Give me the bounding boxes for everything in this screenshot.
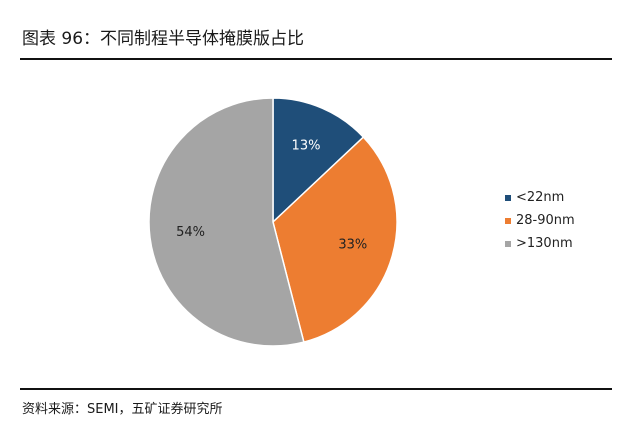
legend-item-2: >130nm (505, 232, 575, 255)
legend-label-1: 28-90nm (516, 213, 575, 228)
source-divider (20, 388, 612, 390)
legend-swatch-0 (505, 194, 511, 201)
legend-label-0: <22nm (516, 190, 565, 205)
chart-legend: <22nm 28-90nm >130nm (505, 186, 575, 255)
pie-slice-0 (272, 97, 365, 224)
pie-slice-label-0: 13% (292, 138, 321, 153)
pie-slice-1 (272, 136, 398, 344)
pie-slice-label-2: 54% (176, 225, 205, 240)
source-note: 资料来源：SEMI，五矿证券研究所 (22, 402, 223, 417)
legend-swatch-2 (505, 240, 511, 247)
legend-swatch-1 (505, 217, 511, 224)
pie-slice-label-1: 33% (338, 238, 367, 253)
legend-item-0: <22nm (505, 186, 575, 209)
pie-slice-2 (148, 97, 305, 347)
title-divider (20, 58, 612, 60)
pie-slices (148, 97, 398, 347)
legend-label-2: >130nm (516, 236, 573, 251)
legend-item-1: 28-90nm (505, 209, 575, 232)
chart-title: 图表 96：不同制程半导体掩膜版占比 (22, 29, 305, 49)
pie-labels: 13% 33% 54% (176, 138, 367, 252)
